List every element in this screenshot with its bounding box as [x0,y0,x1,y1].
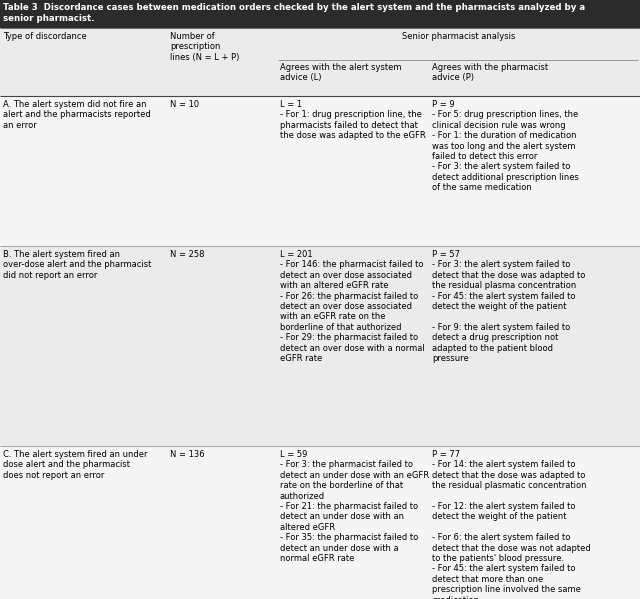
Text: Number of
prescription
lines (N = L + P): Number of prescription lines (N = L + P) [170,32,239,62]
Text: senior pharmacist.: senior pharmacist. [3,14,95,23]
Text: L = 1
- For 1: drug prescription line, the
pharmacists failed to detect that
the: L = 1 - For 1: drug prescription line, t… [280,100,426,140]
Bar [0,96,640,246]
Text: A. The alert system did not fire an
alert and the pharmacists reported
an error: A. The alert system did not fire an aler… [3,100,151,130]
Text: Table 3  Discordance cases between medication orders checked by the alert system: Table 3 Discordance cases between medica… [3,3,585,12]
Text: L = 201
- For 146: the pharmacist failed to
detect an over dose associated
with : L = 201 - For 146: the pharmacist failed… [280,250,425,363]
Text: P = 9
- For 5: drug prescription lines, the
clinical decision rule was wrong
- F: P = 9 - For 5: drug prescription lines, … [432,100,579,192]
Text: P = 77
- For 14: the alert system failed to
detect that the dose was adapted to
: P = 77 - For 14: the alert system failed… [432,450,591,599]
Text: P = 57
- For 3: the alert system failed to
detect that the dose was adapted to
t: P = 57 - For 3: the alert system failed … [432,250,586,363]
Text: N = 10: N = 10 [170,100,199,109]
Text: N = 136: N = 136 [170,450,205,459]
Text: Agrees with the alert system
advice (L): Agrees with the alert system advice (L) [280,63,401,83]
Bar [0,446,640,599]
Text: N = 258: N = 258 [170,250,205,259]
Text: C. The alert system fired an under
dose alert and the pharmacist
does not report: C. The alert system fired an under dose … [3,450,147,480]
Bar [0,0,640,28]
Text: B. The alert system fired an
over-dose alert and the pharmacist
did not report a: B. The alert system fired an over-dose a… [3,250,152,280]
Bar [0,28,640,96]
Text: L = 59
- For 3: the pharmacist failed to
detect an under dose with an eGFR
rate : L = 59 - For 3: the pharmacist failed to… [280,450,429,563]
Text: Senior pharmacist analysis: Senior pharmacist analysis [403,32,516,41]
Text: Type of discordance: Type of discordance [3,32,87,41]
Text: Agrees with the pharmacist
advice (P): Agrees with the pharmacist advice (P) [432,63,548,83]
Bar [0,246,640,446]
